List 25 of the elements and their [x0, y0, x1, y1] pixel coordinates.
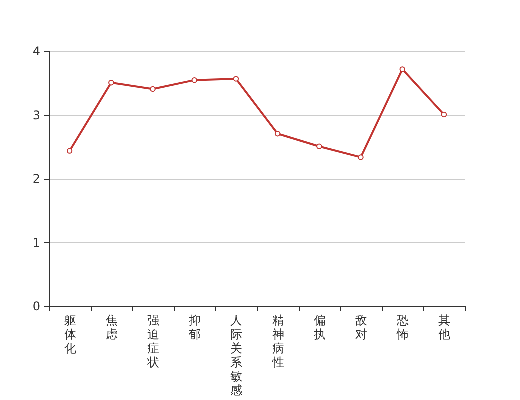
x-tick-label: 人际关系敏感 [230, 314, 243, 398]
point [358, 154, 364, 160]
x-tick-label: 躯体化 [64, 314, 76, 356]
y-tick-label: 2 [32, 172, 40, 186]
point [150, 86, 156, 92]
x-tick-label: 敌对 [356, 314, 368, 342]
y-tick-label: 3 [32, 108, 40, 122]
point [66, 148, 73, 154]
x-tick-label: 焦虑 [106, 314, 118, 342]
point [400, 66, 406, 72]
x-tick-label: 其他 [438, 314, 451, 342]
x-tick-label: 恐怖 [396, 314, 410, 342]
point [274, 131, 281, 137]
point [233, 76, 240, 82]
x-tick-label: 抑郁 [189, 314, 202, 342]
x-tick-label: 精神病性 [271, 314, 284, 370]
x-tick-label: 偏执 [314, 314, 326, 342]
y-tick-label: 4 [32, 44, 40, 58]
y-tick-label: 1 [32, 236, 40, 250]
x-tick-label: 强迫症状 [146, 314, 160, 370]
y-tick-label: 0 [32, 300, 40, 314]
point [316, 144, 322, 150]
point [108, 80, 114, 86]
point [441, 112, 448, 118]
point [192, 77, 198, 84]
